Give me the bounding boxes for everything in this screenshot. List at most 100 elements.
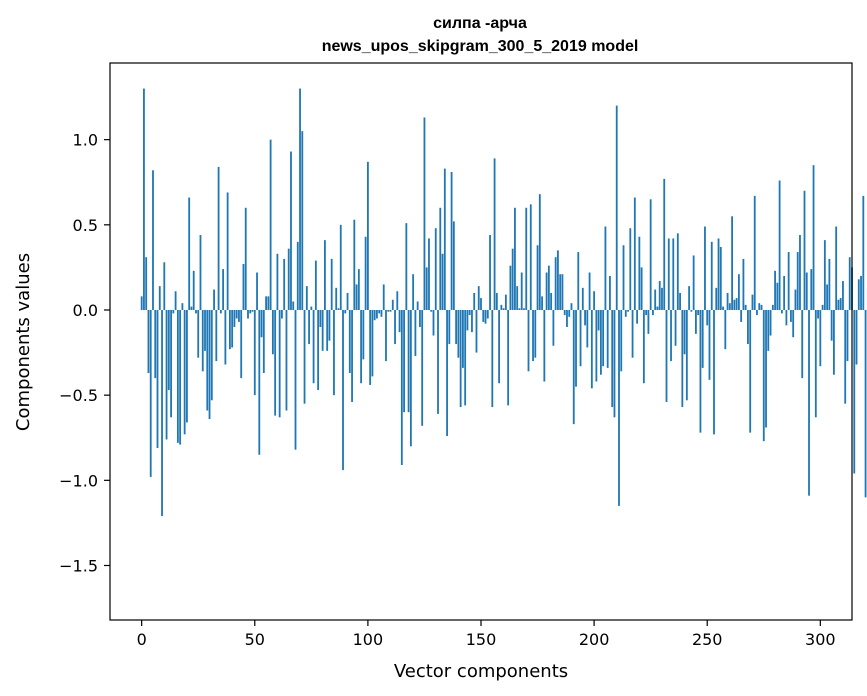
bar-component-188 <box>566 309 568 328</box>
bar-component-120 <box>412 274 415 310</box>
bar-component-112 <box>394 309 396 345</box>
bar-component-266 <box>742 258 745 310</box>
bar-component-135 <box>446 309 448 437</box>
bar-component-90 <box>344 309 347 314</box>
bar-component-256 <box>719 246 722 310</box>
bar-component-318 <box>860 275 862 310</box>
bar-component-86 <box>335 287 338 310</box>
bar-component-216 <box>629 228 632 310</box>
bar-component-252 <box>710 241 713 310</box>
bar-component-232 <box>665 309 668 402</box>
bar-component-107 <box>382 284 385 310</box>
bar-component-205 <box>604 226 607 310</box>
bar-component-165 <box>514 207 516 310</box>
bar-component-20 <box>186 309 188 423</box>
bar-component-130 <box>434 228 437 310</box>
bar-component-109 <box>387 309 390 312</box>
bar-component-262 <box>733 299 736 310</box>
bar-component-191 <box>572 309 575 425</box>
bar-component-25 <box>197 309 200 358</box>
bar-component-306 <box>833 309 835 375</box>
bar-component-277 <box>767 309 770 351</box>
bar-component-270 <box>751 294 754 310</box>
bar-component-243 <box>690 309 693 312</box>
bar-component-157 <box>495 292 498 310</box>
bar-component-178 <box>543 309 546 382</box>
bar-component-228 <box>656 306 659 310</box>
bar-component-166 <box>516 286 519 310</box>
bar-component-313 <box>848 257 851 310</box>
bar-component-219 <box>636 309 638 324</box>
bar-component-209 <box>613 309 616 418</box>
bar-component-121 <box>414 309 417 356</box>
bar-component-298 <box>814 309 817 418</box>
bar-component-300 <box>819 309 822 367</box>
bar-component-154 <box>489 235 491 310</box>
bar-component-183 <box>554 257 557 310</box>
bar-component-51 <box>256 272 258 310</box>
bar-component-208 <box>611 309 614 408</box>
bar-component-175 <box>536 245 539 310</box>
bar-component-253 <box>713 309 715 435</box>
bar-component-113 <box>396 291 399 310</box>
bar-component-27 <box>201 309 204 372</box>
bar-component-212 <box>620 309 623 372</box>
bar-component-273 <box>758 303 761 310</box>
bar-component-94 <box>353 219 356 310</box>
bar-component-82 <box>326 309 329 351</box>
bar-component-229 <box>658 281 661 310</box>
bar-component-317 <box>857 279 860 310</box>
bar-component-204 <box>602 309 605 367</box>
bar-component-33 <box>215 309 218 362</box>
bar-component-87 <box>337 308 340 310</box>
bar-component-162 <box>507 309 510 406</box>
bar-component-303 <box>826 284 829 310</box>
bar-component-224 <box>647 309 650 334</box>
bar-component-134 <box>443 168 446 310</box>
bar-component-194 <box>579 309 582 367</box>
bar-component-158 <box>498 309 500 384</box>
bar-component-261 <box>731 216 734 310</box>
bar-component-36 <box>222 269 225 310</box>
bar-component-164 <box>511 248 514 310</box>
bar-component-234 <box>670 309 672 362</box>
bar-component-242 <box>688 286 691 310</box>
bar-component-231 <box>663 178 666 310</box>
bar-component-148 <box>475 309 478 353</box>
bar-component-206 <box>606 309 609 368</box>
bar-component-58 <box>271 309 274 355</box>
bar-component-118 <box>407 309 410 413</box>
bar-component-163 <box>509 265 512 310</box>
bar-component-123 <box>419 309 421 328</box>
bar-component-254 <box>715 287 718 310</box>
bar-component-39 <box>228 309 231 350</box>
bar-component-104 <box>376 309 378 319</box>
bar-component-279 <box>771 304 774 310</box>
bar-component-69 <box>296 241 299 310</box>
bar-component-114 <box>398 309 401 333</box>
bar-component-132 <box>439 207 442 310</box>
bar-component-133 <box>441 253 444 310</box>
bar-component-160 <box>502 308 505 310</box>
bar-component-161 <box>504 294 507 310</box>
bar-component-97 <box>360 309 363 384</box>
bar-component-258 <box>724 309 727 350</box>
bar-component-147 <box>473 292 476 310</box>
bar-component-285 <box>785 309 788 326</box>
bar-component-66 <box>290 151 292 310</box>
bar-component-80 <box>321 309 324 351</box>
bar-component-238 <box>679 292 681 310</box>
bar-component-236 <box>674 309 677 346</box>
bar-component-141 <box>459 309 462 408</box>
bar-component-203 <box>599 309 602 375</box>
bar-component-240 <box>683 309 686 355</box>
bar-component-95 <box>355 284 358 310</box>
bar-component-57 <box>269 139 272 310</box>
bar-component-221 <box>640 267 643 310</box>
bar-component-127 <box>428 238 430 310</box>
bar-component-250 <box>706 309 709 326</box>
bar-component-226 <box>652 309 654 316</box>
bar-component-259 <box>726 292 729 310</box>
bar-component-201 <box>595 309 598 382</box>
bar-component-101 <box>369 309 372 385</box>
